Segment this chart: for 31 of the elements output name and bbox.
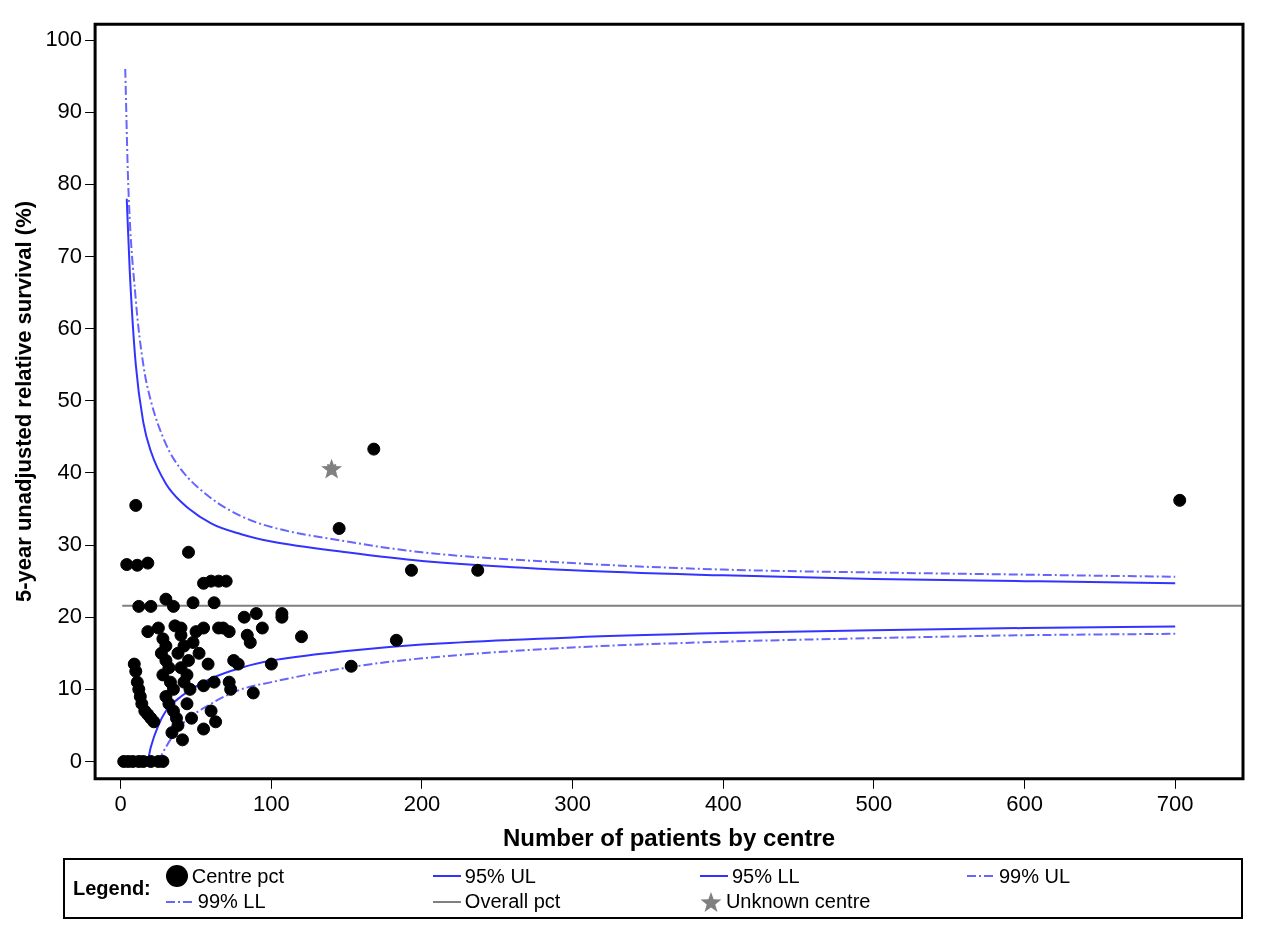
x-axis-title: Number of patients by centre xyxy=(503,824,836,852)
x-tick-label: 0 xyxy=(114,791,127,817)
legend-label: 99% UL xyxy=(998,864,1071,888)
y-tick-label: 90 xyxy=(57,98,83,124)
y-tick-label: 20 xyxy=(57,603,83,629)
x-tick-label: 400 xyxy=(704,791,742,817)
line-series xyxy=(124,67,1177,578)
y-tick-label: 70 xyxy=(57,242,83,268)
x-tick-label: 300 xyxy=(554,791,591,817)
x-tick-label: 200 xyxy=(403,791,441,817)
legend-label: 95% LL xyxy=(731,864,800,888)
y-tick-label: 40 xyxy=(57,458,83,484)
y-tick-label: 60 xyxy=(57,314,83,340)
y-tick-label: 100 xyxy=(45,26,83,52)
y-tick-label: 30 xyxy=(57,531,83,557)
y-tick-label: 50 xyxy=(57,386,83,412)
y-axis-title: 5-year unadjusted relative survival (%) xyxy=(11,200,37,603)
y-tick-label: 80 xyxy=(57,170,83,196)
x-tick-label: 100 xyxy=(253,791,290,817)
x-tick-label: 600 xyxy=(1006,791,1043,817)
x-tick-label: 700 xyxy=(1156,791,1194,817)
legend-label: Centre pct xyxy=(191,864,285,888)
legend-label: Unknown centre xyxy=(725,890,871,913)
line-series xyxy=(125,197,1177,585)
y-tick-label: 10 xyxy=(57,675,83,701)
y-tick-label: 0 xyxy=(69,747,83,773)
x-tick-label: 500 xyxy=(855,791,893,817)
legend-label: Overall pct xyxy=(464,890,561,913)
legend-label: 99% LL xyxy=(197,890,266,913)
legend-title: Legend: xyxy=(73,877,151,900)
legend-label: 95% UL xyxy=(464,864,536,888)
